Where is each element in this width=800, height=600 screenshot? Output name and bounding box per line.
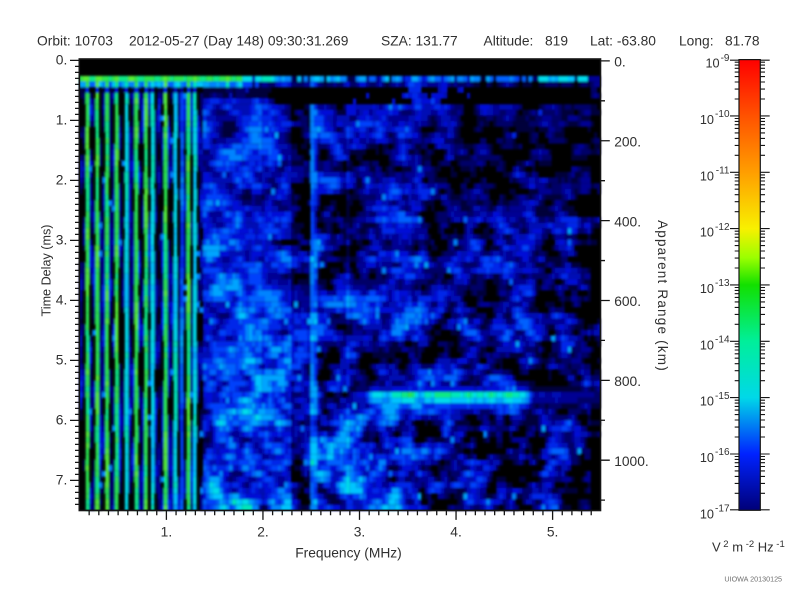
svg-text:4.: 4. [56,293,68,308]
svg-text:2.: 2. [257,524,269,539]
svg-text:Time Delay (ms): Time Delay (ms) [40,225,54,317]
svg-text:4.: 4. [450,524,462,539]
svg-text:Lat: -63.80: Lat: -63.80 [590,34,656,49]
svg-text:Apparent Range (km): Apparent Range (km) [655,220,670,372]
svg-text:2012-05-27 (Day 148) 09:30:31.: 2012-05-27 (Day 148) 09:30:31.269 [129,34,349,49]
svg-text:5.: 5. [547,524,559,539]
svg-text:800.: 800. [614,374,641,389]
svg-text:10: 10 [700,169,714,183]
svg-text:81.78: 81.78 [725,34,760,49]
svg-text:3.: 3. [56,233,68,248]
svg-text:-13: -13 [715,278,730,289]
svg-text:Orbit: 10703: Orbit: 10703 [37,34,113,49]
svg-text:5.: 5. [56,353,68,368]
svg-text:10: 10 [700,338,714,352]
svg-text:-11: -11 [716,166,730,177]
svg-text:1.: 1. [161,524,173,539]
svg-text:-9: -9 [721,53,730,64]
svg-text:10: 10 [700,395,714,409]
svg-text:-15: -15 [715,391,730,402]
svg-text:Frequency (MHz): Frequency (MHz) [295,545,402,560]
svg-text:SZA: 131.77: SZA: 131.77 [381,34,458,49]
svg-text:2.: 2. [56,173,68,188]
svg-text:UIOWA 20130125: UIOWA 20130125 [724,575,782,584]
svg-text:10: 10 [700,113,714,127]
svg-text:1000.: 1000. [614,454,649,469]
svg-text:200.: 200. [614,134,641,149]
svg-text:10: 10 [705,57,719,71]
svg-text:0.: 0. [56,53,68,68]
svg-text:Altitude:: Altitude: [484,34,534,49]
svg-text:-14: -14 [715,335,730,346]
svg-text:0.: 0. [614,55,626,70]
svg-text:819: 819 [545,34,568,49]
svg-text:V 2 m -2 Hz -1: V 2 m -2 Hz -1 [712,539,785,555]
svg-text:10: 10 [700,451,714,465]
svg-text:3.: 3. [354,524,366,539]
svg-text:7.: 7. [56,473,68,488]
svg-text:600.: 600. [614,294,641,309]
svg-text:1.: 1. [56,113,68,128]
svg-text:10: 10 [700,226,714,240]
svg-text:Long:: Long: [679,34,714,49]
svg-text:10: 10 [700,282,714,296]
svg-text:-16: -16 [715,447,730,458]
svg-text:-10: -10 [715,109,730,120]
svg-text:-17: -17 [715,504,730,515]
svg-text:10: 10 [700,507,714,521]
svg-text:400.: 400. [614,214,641,229]
svg-text:6.: 6. [56,413,68,428]
svg-text:-12: -12 [715,222,730,233]
